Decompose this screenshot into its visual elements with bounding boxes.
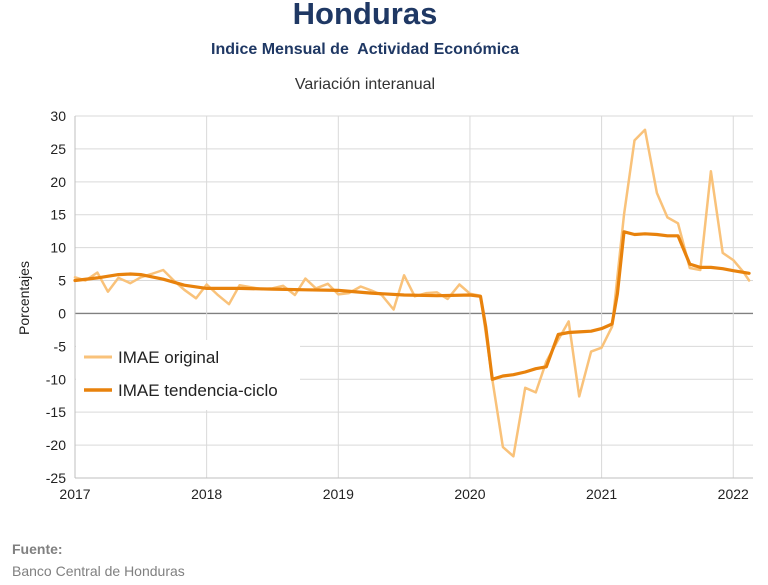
x-tick-label: 2019 [323,486,354,502]
x-tick-label: 2020 [454,486,485,502]
y-tick-label: 0 [58,305,66,321]
y-tick-label: 15 [50,207,66,223]
source-label: Fuente: [12,541,63,557]
chart-title: Honduras [292,0,438,31]
grid-lines [74,115,753,479]
y-axis-ticks: 30 25 20 15 10 5 0 -5 -10 -15 -20 -25 [46,108,66,486]
legend-label-original: IMAE original [118,348,219,367]
x-axis-ticks: 2017 2018 2019 2020 2021 2022 [59,486,749,502]
x-tick-label: 2017 [59,486,90,502]
x-tick-label: 2022 [718,486,749,502]
x-tick-label: 2021 [586,486,617,502]
chart-subtitle-secondary: Variación interanual [294,76,436,93]
legend-label-trend: IMAE tendencia-ciclo [118,381,278,400]
y-tick-label: -10 [46,371,66,387]
source-text: Banco Central de Honduras [12,563,185,579]
y-tick-label: 5 [58,273,66,289]
chart-subtitle: Indice Mensual de Actividad Económica [211,41,519,58]
legend-box [76,340,300,410]
y-tick-label: -25 [46,470,66,486]
legend: IMAE original IMAE tendencia-ciclo [76,340,300,410]
y-tick-label: 30 [50,108,66,124]
y-tick-label: -5 [54,338,67,354]
y-tick-label: 20 [50,174,66,190]
y-tick-label: -20 [46,437,66,453]
series-lines [73,128,751,458]
y-tick-label: -15 [46,404,66,420]
y-axis-label: Porcentajes [16,261,32,335]
y-tick-label: 25 [50,141,66,157]
x-tick-label: 2018 [191,486,222,502]
y-tick-label: 10 [50,240,66,256]
series-line-trend [73,230,751,381]
